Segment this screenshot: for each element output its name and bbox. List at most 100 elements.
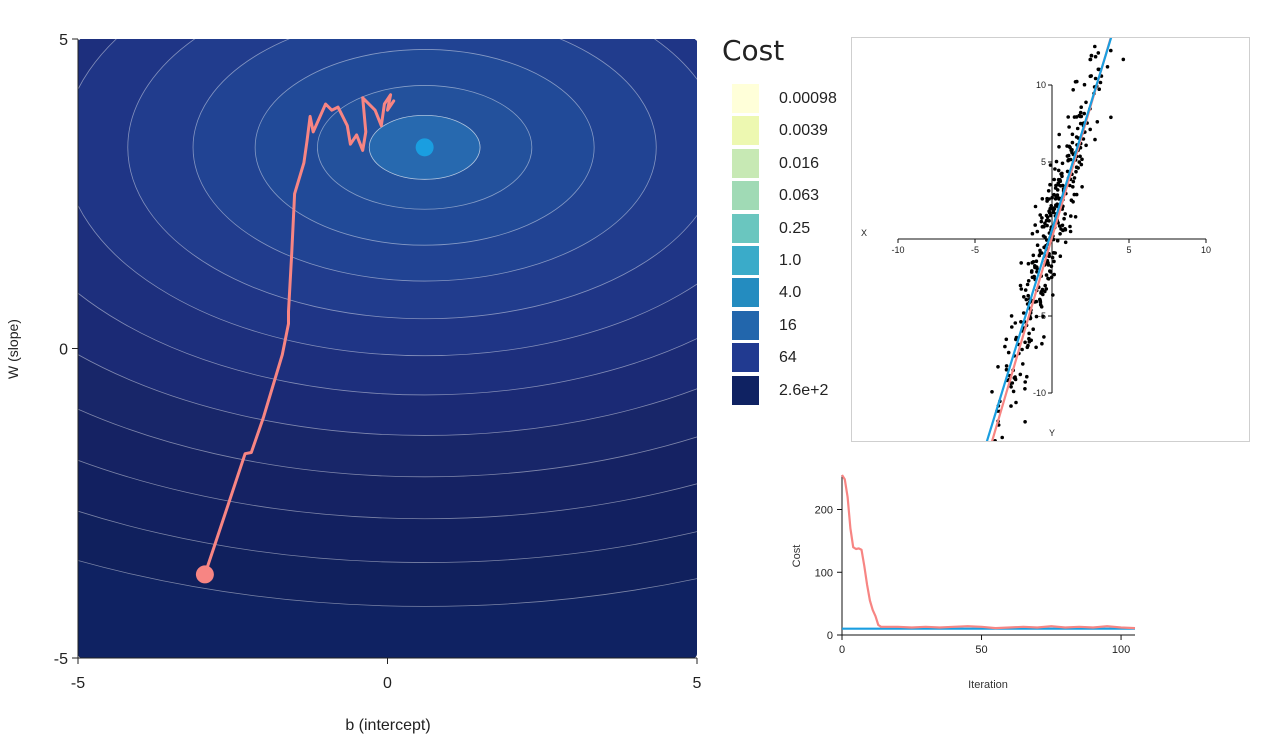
scatter-point <box>1033 204 1038 209</box>
legend-swatch <box>732 181 759 211</box>
scatter-point <box>1121 57 1126 62</box>
scatter-point <box>1059 172 1063 176</box>
scatter-point <box>1082 111 1086 116</box>
scatter-point <box>1058 178 1062 182</box>
scatter-point <box>1068 224 1072 229</box>
scatter-point <box>1069 214 1073 218</box>
scatter-point <box>1073 215 1078 219</box>
scatter-x-axis-letter: X <box>861 228 867 238</box>
scatter-point <box>1060 223 1065 228</box>
scatter-point <box>1055 202 1059 206</box>
scatter-point <box>1004 364 1009 368</box>
legend-swatch <box>732 375 759 405</box>
scatter-point <box>1037 253 1042 258</box>
scatter-point <box>1066 158 1070 163</box>
contour-line <box>254 49 595 246</box>
legend-label: 0.0039 <box>779 122 828 140</box>
y-axis-label: W (slope) <box>5 319 21 379</box>
scatter-point <box>1045 223 1049 228</box>
scatter-point <box>1043 221 1047 225</box>
scatter-point <box>1043 283 1047 288</box>
scatter-point <box>1054 183 1058 188</box>
x-tick-label: -5 <box>71 675 85 692</box>
contour-line <box>78 39 697 520</box>
scatter-point <box>1021 362 1025 366</box>
scatter-point <box>1025 282 1030 287</box>
scatter-point <box>1038 213 1042 217</box>
scatter-point <box>1012 376 1017 380</box>
scatter-point <box>1019 320 1023 324</box>
legend-item: 0.016 <box>732 148 847 179</box>
scatter-point <box>1058 254 1063 258</box>
scatter-point <box>1068 229 1073 234</box>
scatter-point <box>1034 314 1039 319</box>
scatter-point <box>1040 216 1044 220</box>
contour-line <box>78 39 697 396</box>
scatter-x-tick-label: -10 <box>891 245 904 255</box>
scatter-point <box>1000 435 1004 440</box>
scatter-point <box>1109 115 1113 120</box>
scatter-point <box>1048 182 1052 187</box>
scatter-point <box>1052 259 1056 264</box>
scatter-point <box>1074 169 1078 174</box>
scatter-point <box>1050 255 1055 260</box>
legend-item: 0.0039 <box>732 116 847 146</box>
scatter-point <box>1006 350 1011 355</box>
scatter-point <box>1072 176 1077 180</box>
scatter-point <box>1077 113 1082 118</box>
scatter-point <box>1052 206 1056 210</box>
scatter-point <box>1048 163 1053 167</box>
scatter-point <box>1098 80 1103 85</box>
scatter-point <box>1066 115 1070 119</box>
scatter-point <box>1040 225 1045 229</box>
legend-label: 0.063 <box>779 187 820 205</box>
scatter-point <box>1057 145 1061 149</box>
scatter-point <box>1065 169 1070 174</box>
scatter-point <box>1049 204 1053 208</box>
scatter-point <box>1074 165 1079 169</box>
scatter-point <box>1042 335 1046 339</box>
scatter-point <box>1011 389 1016 394</box>
contour-line <box>78 39 697 478</box>
scatter-point <box>1078 110 1083 115</box>
scatter-point <box>1056 181 1060 186</box>
cost-x-tick-label: 50 <box>975 644 987 656</box>
scatter-point <box>1048 206 1052 211</box>
scatter-y-tick-label: 10 <box>1036 80 1046 90</box>
legend-swatch <box>732 84 759 113</box>
scatter-point <box>1079 105 1083 109</box>
scatter-point <box>1047 210 1052 215</box>
scatter-point <box>1044 287 1049 291</box>
x-tick-label: 5 <box>693 675 702 692</box>
cost-series <box>841 474 1136 630</box>
scatter-point <box>1109 48 1113 53</box>
cost-axes: 0 50 100 0 100 200 <box>815 475 1135 656</box>
scatter-point <box>1095 120 1100 124</box>
scatter-point <box>1077 160 1082 164</box>
scatter-point <box>1046 263 1051 267</box>
scatter-point <box>1038 300 1043 304</box>
cost-y-tick-label: 200 <box>815 505 833 517</box>
scatter-point <box>1054 159 1059 164</box>
scatter-point <box>1040 197 1045 201</box>
scatter-point <box>1071 179 1076 184</box>
scatter-point <box>1051 210 1056 215</box>
scatter-point <box>1024 297 1029 302</box>
scatter-point <box>1071 185 1075 189</box>
scatter-point <box>1088 127 1092 132</box>
scatter-point <box>1019 287 1024 291</box>
legend-label: 64 <box>779 349 797 367</box>
scatter-point <box>1059 227 1063 231</box>
legend-item: 0.25 <box>732 213 847 244</box>
scatter-points <box>990 44 1126 441</box>
scatter-point <box>1084 100 1088 105</box>
contour-line <box>78 39 697 357</box>
legend-item: 64 <box>732 343 847 373</box>
scatter-point <box>1025 374 1029 379</box>
scatter-point <box>1003 344 1007 349</box>
scatter-point <box>1009 314 1014 318</box>
scatter-point <box>1052 251 1056 255</box>
scatter-point <box>1084 143 1088 148</box>
scatter-point <box>1071 88 1075 92</box>
y-tick-label: 0 <box>59 342 68 359</box>
